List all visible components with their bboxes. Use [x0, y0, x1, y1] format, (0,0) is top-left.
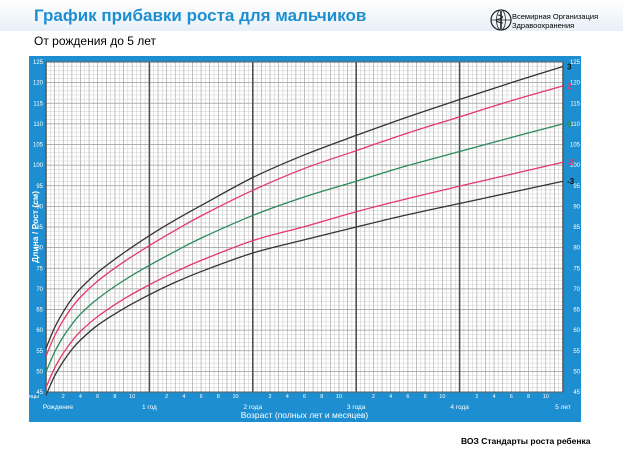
y-tick-label-right: 90	[573, 204, 580, 210]
x-month-tick-label: 4	[79, 394, 82, 400]
x-month-tick-label: 8	[527, 394, 530, 400]
series-line--2	[45, 161, 564, 388]
y-tick-label-right: 110	[570, 122, 580, 128]
y-tick-label-right: 70	[573, 287, 580, 293]
y-tick-label-left: 70	[36, 287, 43, 293]
y-tick-label-left: 115	[33, 101, 43, 107]
y-tick-label-right: 105	[570, 143, 581, 149]
x-month-tick-label: 8	[424, 394, 427, 400]
x-year-tick-label: 5 лет	[555, 404, 571, 411]
header-band	[0, 0, 623, 31]
x-year-tick-label: Рождение	[43, 404, 74, 411]
y-tick-label-left: 55	[36, 349, 43, 355]
x-month-tick-label: 2	[372, 394, 375, 400]
page-title: График прибавки роста для мальчиков	[34, 6, 367, 25]
page-subtitle: От рождения до 5 лет	[34, 34, 157, 48]
y-tick-label-left: 120	[33, 81, 44, 87]
x-year-tick-label: 1 год	[142, 404, 157, 411]
y-tick-label-right: 100	[570, 163, 581, 169]
y-tick-label-left: 125	[33, 60, 44, 66]
y-tick-label-right: 65	[573, 308, 580, 314]
y-tick-label-right: 80	[573, 246, 580, 252]
y-tick-label-left: 90	[36, 204, 43, 210]
x-month-tick-label: 2	[165, 394, 168, 400]
y-tick-label-right: 85	[573, 225, 580, 231]
x-month-tick-label: 10	[336, 394, 342, 400]
x-month-tick-label: 10	[543, 394, 549, 400]
y-tick-label-left: 100	[33, 163, 44, 169]
x-month-tick-label: 10	[439, 394, 445, 400]
series-line-0	[45, 123, 564, 373]
x-month-tick-label: 6	[303, 394, 306, 400]
y-axis-title: Длина / Рост (см)	[30, 191, 40, 263]
y-tick-label-left: 45	[36, 390, 43, 396]
x-month-tick-label: 4	[182, 394, 185, 400]
x-month-tick-label: 8	[217, 394, 220, 400]
y-tick-label-left: 85	[36, 225, 43, 231]
series-line-3	[45, 65, 564, 349]
series-line-2	[45, 85, 564, 357]
y-tick-label-right: 75	[573, 266, 580, 272]
series-end-label: 0	[567, 120, 572, 129]
x-month-tick-label: 6	[406, 394, 409, 400]
x-month-tick-label: 6	[200, 394, 203, 400]
series-end-label: 2	[567, 82, 572, 91]
x-month-tick-label: 2	[475, 394, 478, 400]
y-tick-label-right: 115	[570, 101, 580, 107]
series-end-label: -3	[567, 177, 575, 186]
y-tick-label-left: 60	[36, 328, 43, 334]
x-month-tick-label: 10	[129, 394, 135, 400]
y-tick-label-right: 120	[570, 81, 581, 87]
series-end-label: -2	[567, 158, 575, 167]
y-tick-label-right: 95	[573, 184, 580, 190]
x-month-tick-label: 2	[269, 394, 272, 400]
y-tick-label-left: 65	[36, 308, 43, 314]
y-tick-label-right: 45	[573, 390, 580, 396]
y-tick-label-right: 50	[573, 369, 580, 375]
x-month-tick-label: 8	[113, 394, 116, 400]
y-tick-label-left: 80	[36, 246, 43, 252]
y-tick-label-left: 95	[36, 184, 43, 190]
y-tick-label-right: 60	[573, 328, 580, 334]
who-emblem-icon	[490, 9, 512, 31]
x-month-tick-label: 4	[493, 394, 496, 400]
x-year-tick-label: 2 года	[244, 404, 263, 411]
y-tick-label-left: 110	[33, 122, 43, 128]
series-line--3	[45, 180, 564, 396]
x-axis-title: Возраст (полных лет и месяцев)	[241, 410, 369, 420]
who-org-line1: Всемирная Организация	[512, 12, 599, 21]
x-month-tick-label: 8	[320, 394, 323, 400]
y-tick-label-left: 50	[36, 369, 43, 375]
who-org-line2: Здравоохранения	[512, 21, 575, 30]
x-month-tick-label: 6	[510, 394, 513, 400]
x-month-tick-label: 4	[286, 394, 289, 400]
footer-text: ВОЗ Стандарты роста ребенка	[461, 436, 591, 446]
y-tick-label-right: 125	[570, 60, 581, 66]
x-month-tick-label: 10	[233, 394, 239, 400]
plot-border	[45, 61, 564, 393]
x-year-tick-label: 3 года	[347, 404, 366, 411]
y-tick-label-left: 105	[33, 143, 44, 149]
x-month-tick-label: 2	[62, 394, 65, 400]
who-org-name: Всемирная Организация Здравоохранения	[512, 12, 598, 30]
y-tick-label-left: 75	[36, 266, 43, 272]
y-tick-label-right: 55	[573, 349, 580, 355]
x-month-tick-label: 6	[96, 394, 99, 400]
x-year-tick-label: 4 года	[450, 404, 469, 411]
series-end-label: 3	[567, 63, 572, 72]
months-label: Месяцы	[18, 394, 39, 400]
x-month-tick-label: 4	[389, 394, 392, 400]
